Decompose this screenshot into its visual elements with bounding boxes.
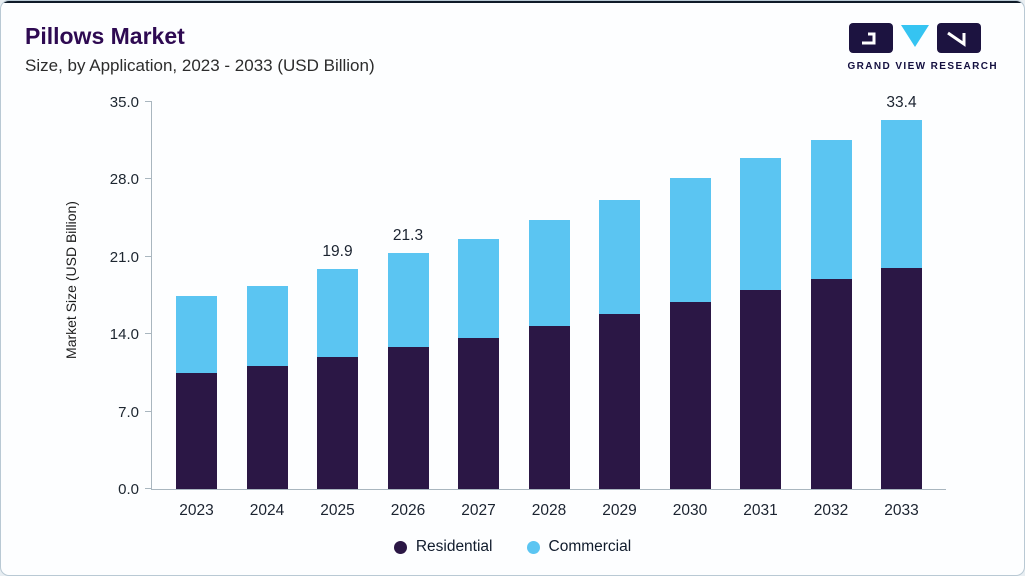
bar-2023: 2023 [176, 102, 217, 519]
top-accent-line [1, 1, 1024, 3]
segment-commercial-2032 [810, 139, 852, 279]
segment-residential-2026 [387, 347, 429, 489]
segment-commercial-2030 [669, 178, 711, 303]
bar-2033: 33.4 2033 [881, 94, 922, 519]
segment-commercial-2023 [176, 295, 217, 373]
logo-text: GRAND VIEW RESEARCH [847, 61, 998, 72]
segment-residential-2027 [458, 337, 499, 489]
y-axis-title: Market Size (USD Billion) [63, 201, 79, 360]
x-tick-label-2024: 2024 [249, 502, 285, 519]
y-tick-label: 14.0 [109, 326, 139, 344]
legend: Residential Commercial [1, 538, 1024, 556]
segment-residential-2024 [246, 366, 288, 489]
bar-stack-2026: 21.3 [387, 227, 429, 489]
x-tick-label-2033: 2033 [884, 502, 919, 519]
x-tick-label-2028: 2028 [531, 502, 567, 519]
bar-stack-2023 [176, 295, 217, 490]
bar-stack-2030 [669, 178, 711, 489]
y-tick-mark [145, 333, 152, 335]
bar-2031: 2031 [740, 102, 781, 519]
legend-item-residential: Residential [393, 538, 493, 556]
y-tick-mark [145, 101, 152, 102]
chart-area: Market Size (USD Billion) 2023 2024 19.9 20… [1, 94, 1024, 519]
x-tick-label-2025: 2025 [320, 502, 355, 519]
y-tick-label: 0.0 [118, 481, 139, 498]
segment-commercial-2031 [740, 158, 781, 290]
plot-area: 2023 2024 19.9 2025 21.3 2026 2027 2028 2029 2030… [110, 94, 946, 519]
bars-container: 2023 2024 19.9 2025 21.3 2026 2027 2028 2029 2030… [152, 94, 946, 519]
x-tick-label-2031: 2031 [743, 502, 778, 519]
header: Pillows Market Size, by Application, 202… [1, 3, 1024, 76]
segment-residential-2028 [528, 326, 570, 489]
bar-stack-2024 [246, 285, 288, 489]
logo-v-stroke [946, 31, 966, 47]
x-tick-label-2032: 2032 [813, 502, 849, 519]
segment-residential-2032 [810, 278, 852, 489]
x-tick-label-2029: 2029 [602, 502, 637, 519]
bar-2025: 19.9 2025 [317, 102, 358, 519]
bar-stack-2031 [740, 158, 781, 489]
segment-commercial-2033 [881, 119, 922, 268]
logo-glyphs-icon [848, 23, 981, 53]
bar-stack-2027 [458, 239, 499, 489]
y-tick-mark [145, 255, 152, 257]
total-label-2026: 21.3 [392, 227, 424, 245]
logo-mark-v [936, 23, 981, 53]
logo-triangle-icon [900, 25, 929, 47]
bar-stack-2033: 33.4 [881, 94, 922, 489]
legend-label-residential: Residential [415, 538, 493, 555]
y-tick-label: 7.0 [118, 403, 139, 421]
page-subtitle: Size, by Application, 2023 - 2033 (USD B… [25, 56, 375, 75]
x-tick-label-2027: 2027 [461, 502, 496, 519]
bar-stack-2032 [810, 139, 852, 489]
x-tick-label-2023: 2023 [179, 502, 214, 519]
segment-residential-2029 [599, 314, 640, 489]
segment-commercial-2027 [458, 239, 499, 338]
residential-marker-icon [393, 540, 407, 554]
segment-residential-2031 [740, 289, 781, 489]
logo-mark-g [848, 23, 893, 53]
bar-stack-2025: 19.9 [317, 243, 358, 489]
segment-residential-2033 [881, 267, 922, 489]
x-tick-label-2030: 2030 [672, 502, 708, 519]
bar-stack-2028 [528, 220, 570, 489]
segment-residential-2030 [669, 302, 711, 489]
y-tick-mark [145, 410, 152, 412]
segment-residential-2025 [317, 357, 358, 489]
brand-logo: GRAND VIEW RESEARCH [848, 23, 999, 72]
legend-item-commercial: Commercial [526, 538, 632, 556]
segment-commercial-2024 [246, 285, 288, 367]
y-tick-label: 21.0 [109, 248, 139, 266]
commercial-marker-icon [526, 540, 540, 554]
bar-2030: 2030 [669, 102, 711, 519]
segment-commercial-2025 [317, 268, 358, 358]
total-label-2033: 33.4 [886, 93, 917, 111]
y-tick-label: 35.0 [109, 94, 139, 111]
bar-2026: 21.3 2026 [387, 102, 429, 519]
bar-2029: 2029 [599, 102, 640, 519]
y-tick-mark [145, 178, 152, 180]
page-title: Pillows Market [25, 23, 185, 49]
segment-commercial-2029 [599, 200, 640, 315]
bar-2027: 2027 [458, 102, 499, 519]
total-label-2025: 19.9 [322, 242, 353, 260]
y-tick-label: 28.0 [109, 171, 139, 189]
logo-g-stroke [861, 32, 876, 45]
bar-2028: 2028 [528, 102, 570, 519]
segment-residential-2023 [176, 372, 217, 489]
bar-2032: 2032 [810, 102, 852, 519]
legend-label-commercial: Commercial [548, 538, 632, 555]
x-tick-label-2026: 2026 [390, 502, 426, 519]
bar-2024: 2024 [246, 102, 288, 519]
segment-commercial-2028 [528, 220, 570, 327]
title-block: Pillows Market Size, by Application, 202… [25, 23, 375, 76]
bar-stack-2029 [599, 200, 640, 489]
y-tick-mark [145, 488, 152, 489]
segment-commercial-2026 [387, 253, 429, 348]
